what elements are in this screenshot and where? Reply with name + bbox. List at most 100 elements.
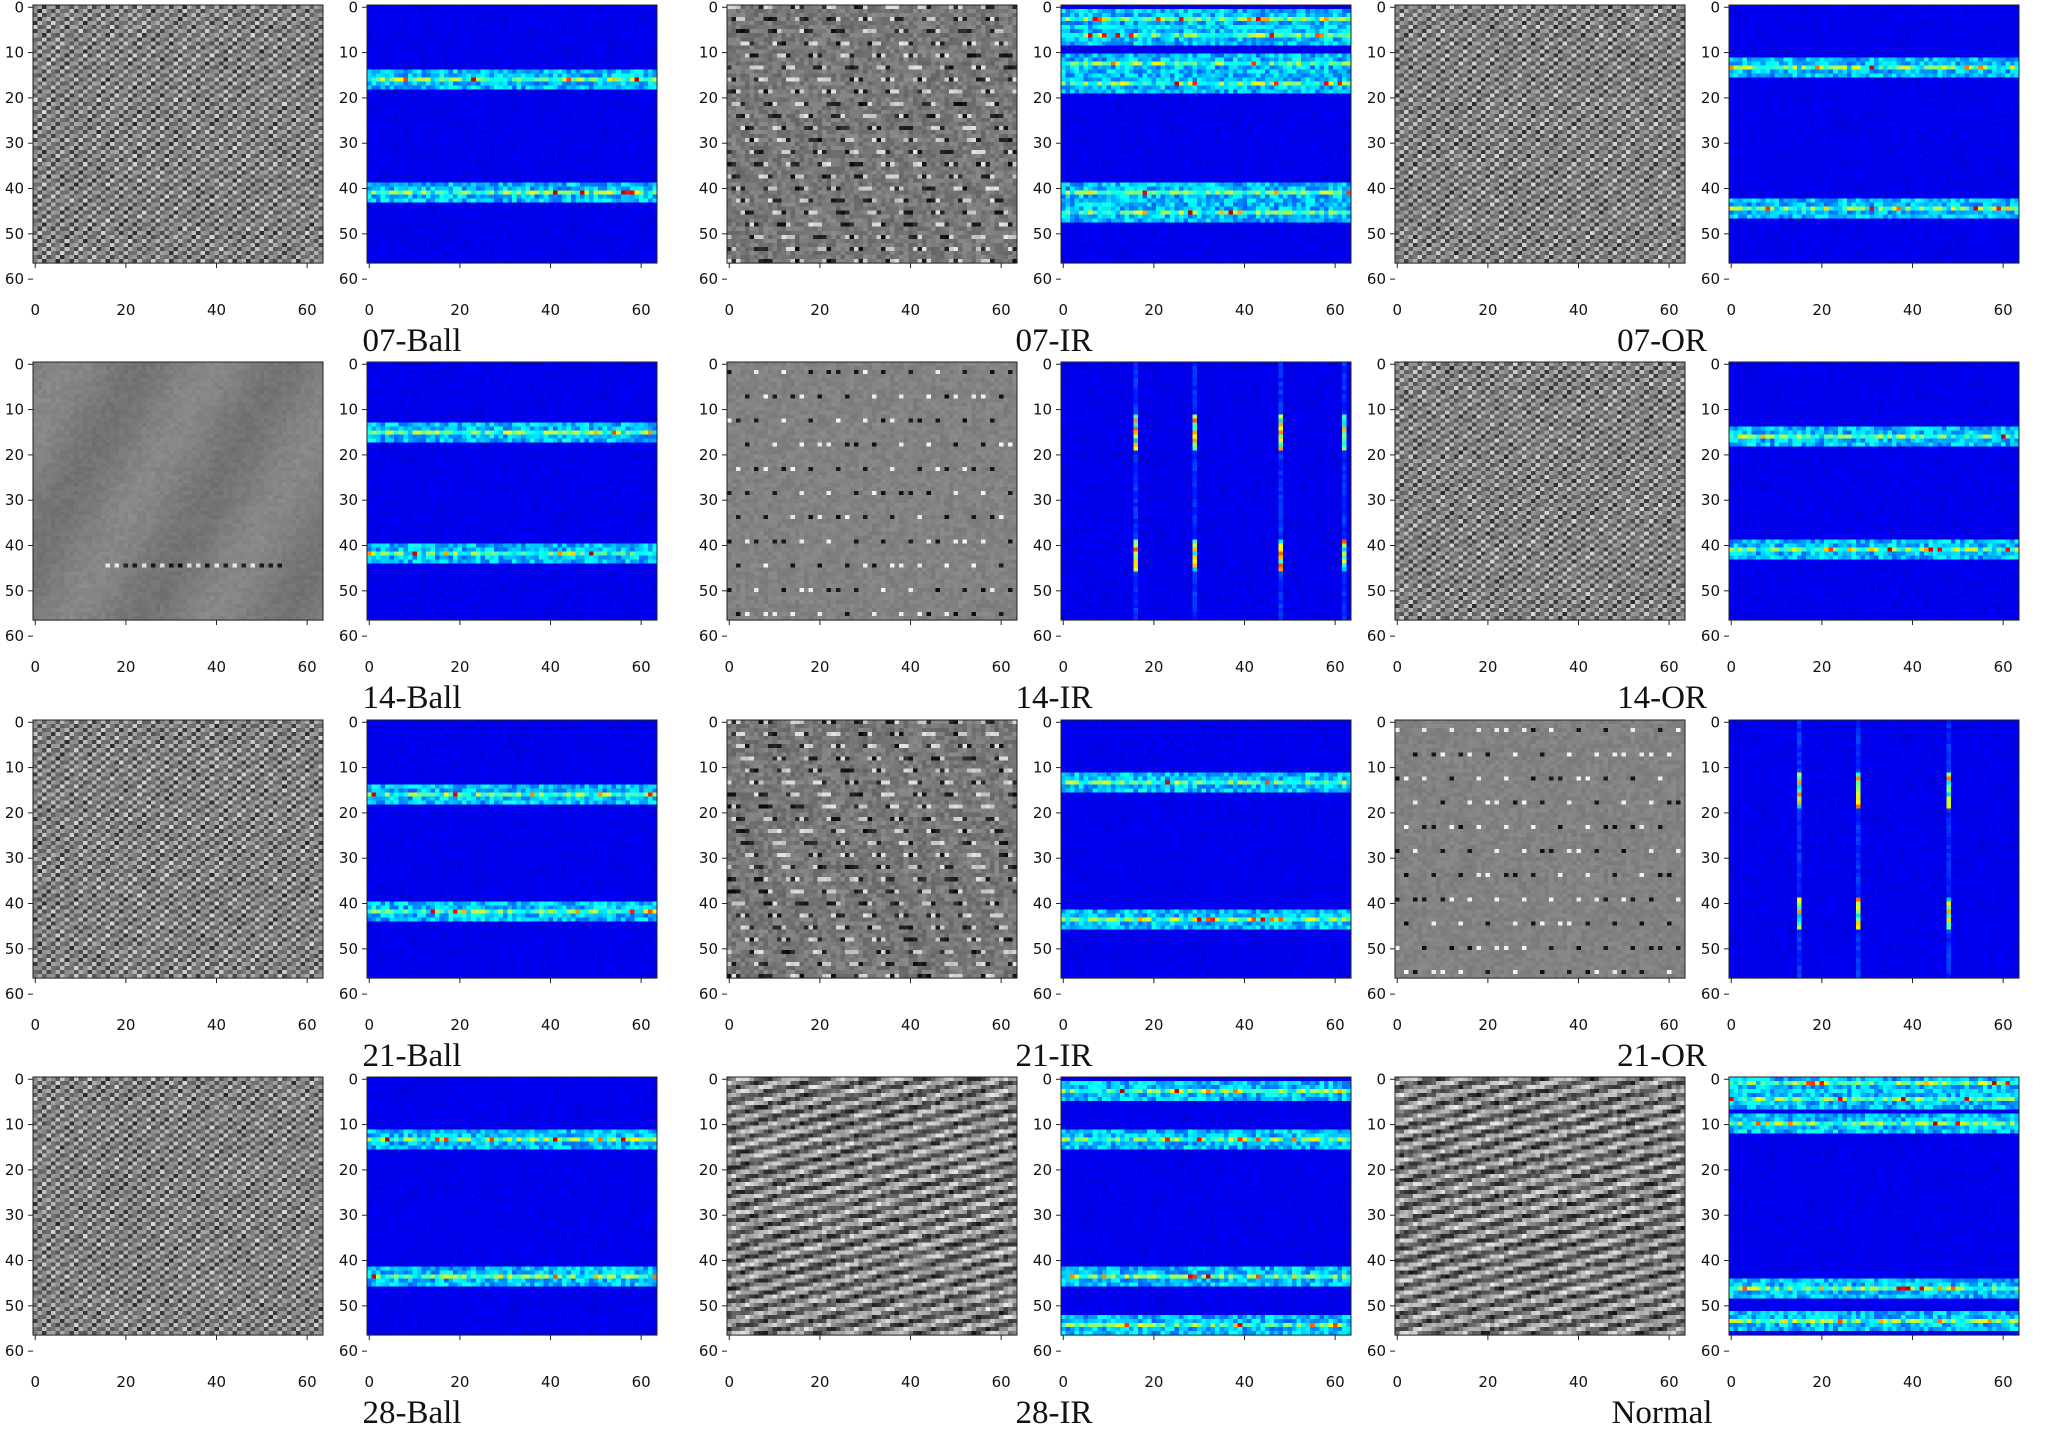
- y-tick-label: 60: [699, 985, 718, 1003]
- y-tick-label: 10: [339, 401, 358, 419]
- y-tick-label: 30: [1033, 491, 1052, 509]
- axes: 0 20 40 60 0 10 20 30 40 50 60: [1367, 0, 1686, 319]
- grayscale-raster: [1395, 5, 1685, 264]
- y-tick-label: 60: [1367, 985, 1386, 1003]
- y-tick-label: 60: [699, 1342, 718, 1360]
- heatmap-image: 0 20 40 60 0 10 20 30 40 50 60: [1701, 0, 2020, 335]
- x-tick-label: 40: [1235, 1373, 1254, 1391]
- y-tick-label: 60: [339, 985, 358, 1003]
- y-tick-label: 10: [339, 759, 358, 777]
- heatmap-raster: [1729, 720, 2019, 979]
- y-tick-label: 0: [348, 0, 358, 16]
- x-tick-label: 40: [1903, 1373, 1922, 1391]
- x-tick-label: 40: [207, 1373, 226, 1391]
- y-tick-label: 40: [5, 1252, 24, 1270]
- grayscale-signal-image: 0 20 40 60 0 10 20 30 40 50 60: [699, 713, 1018, 1050]
- x-tick-label: 60: [992, 1016, 1011, 1034]
- y-tick-label: 30: [5, 1206, 24, 1224]
- axes: 0 20 40 60 0 10 20 30 40 50 60: [5, 713, 324, 1034]
- axes-frame: [1394, 719, 1686, 979]
- y-tick-label: 0: [14, 1070, 24, 1088]
- x-tick-label: 20: [1144, 1016, 1163, 1034]
- axes-frame: [1728, 1076, 2020, 1336]
- x-tick-label: 40: [1235, 658, 1254, 676]
- grayscale-signal-image: 0 20 40 60 0 10 20 30 40 50 60: [699, 0, 1018, 335]
- y-tick-label: 0: [348, 1070, 358, 1088]
- y-tick-label: 30: [5, 849, 24, 867]
- x-tick-label: 60: [298, 1016, 317, 1034]
- y-tick-label: 10: [1701, 1116, 1720, 1134]
- heatmap-raster: [367, 5, 657, 264]
- x-tick-label: 40: [541, 1016, 560, 1034]
- y-tick-label: 50: [699, 940, 718, 958]
- y-tick-label: 20: [5, 1161, 24, 1179]
- x-tick-label: 0: [1392, 1373, 1402, 1391]
- x-tick-label: 0: [30, 1373, 40, 1391]
- y-tick-label: 10: [1701, 44, 1720, 62]
- sample-caption: 14-IR: [1015, 680, 1093, 716]
- x-tick-label: 20: [1144, 301, 1163, 319]
- y-tick-label: 40: [1367, 180, 1386, 198]
- y-tick-label: 60: [1367, 270, 1386, 288]
- y-tick-label: 60: [339, 627, 358, 645]
- y-tick-label: 50: [5, 940, 24, 958]
- x-tick-label: 0: [1058, 1016, 1068, 1034]
- y-tick-label: 40: [339, 895, 358, 913]
- y-tick-label: 60: [1701, 627, 1720, 645]
- y-tick-label: 60: [5, 627, 24, 645]
- y-tick-label: 40: [1367, 537, 1386, 555]
- grayscale-raster: [1395, 1077, 1685, 1336]
- y-tick-label: 30: [1367, 134, 1386, 152]
- axes: 0 20 40 60 0 10 20 30 40 50 60: [699, 713, 1018, 1034]
- x-tick-label: 0: [30, 301, 40, 319]
- x-tick-label: 60: [992, 301, 1011, 319]
- x-tick-label: 40: [901, 658, 920, 676]
- grayscale-signal-image: 0 20 40 60 0 10 20 30 40 50 60: [699, 1070, 1018, 1407]
- axes: 0 20 40 60 0 10 20 30 40 50 60: [699, 355, 1018, 676]
- axes-frame: [726, 4, 1018, 264]
- y-tick-label: 20: [699, 89, 718, 107]
- x-tick-label: 60: [1994, 301, 2013, 319]
- x-tick-label: 40: [1569, 301, 1588, 319]
- axes-frame: [366, 4, 658, 264]
- y-tick-label: 10: [5, 401, 24, 419]
- y-tick-label: 0: [14, 713, 24, 731]
- x-tick-label: 60: [298, 658, 317, 676]
- grayscale-signal-image: 0 20 40 60 0 10 20 30 40 50 60: [1367, 0, 1686, 335]
- heatmap-image: 0 20 40 60 0 10 20 30 40 50 60: [1033, 355, 1352, 692]
- y-tick-label: 60: [1033, 985, 1052, 1003]
- y-tick-label: 10: [699, 759, 718, 777]
- y-tick-label: 30: [699, 491, 718, 509]
- heatmap-raster: [1061, 362, 1351, 621]
- x-tick-label: 20: [116, 658, 135, 676]
- y-tick-label: 20: [1367, 446, 1386, 464]
- x-tick-label: 20: [810, 301, 829, 319]
- x-tick-label: 60: [632, 301, 651, 319]
- axes: 0 20 40 60 0 10 20 30 40 50 60: [339, 355, 658, 676]
- grayscale-raster: [33, 1077, 323, 1336]
- y-tick-label: 0: [1710, 355, 1720, 373]
- x-tick-label: 0: [1392, 301, 1402, 319]
- y-tick-label: 30: [1701, 134, 1720, 152]
- axes: 0 20 40 60 0 10 20 30 40 50 60: [1033, 1070, 1352, 1391]
- axes-frame: [32, 719, 324, 979]
- axes: 0 20 40 60 0 10 20 30 40 50 60: [1367, 1070, 1686, 1391]
- y-tick-label: 20: [1367, 1161, 1386, 1179]
- y-tick-label: 30: [1367, 491, 1386, 509]
- axes-frame: [1728, 719, 2020, 979]
- y-tick-label: 40: [1033, 895, 1052, 913]
- axes: 0 20 40 60 0 10 20 30 40 50 60: [1701, 1070, 2020, 1391]
- y-tick-label: 10: [1033, 401, 1052, 419]
- y-tick-label: 60: [1033, 270, 1052, 288]
- x-tick-label: 40: [541, 301, 560, 319]
- y-tick-label: 20: [1701, 89, 1720, 107]
- y-tick-label: 10: [699, 1116, 718, 1134]
- y-tick-label: 10: [1033, 44, 1052, 62]
- y-tick-label: 50: [1367, 225, 1386, 243]
- sample-caption: 28-Ball: [362, 1395, 462, 1431]
- x-tick-label: 0: [364, 1016, 374, 1034]
- y-tick-label: 50: [699, 225, 718, 243]
- y-tick-label: 30: [5, 134, 24, 152]
- y-tick-label: 10: [1033, 1116, 1052, 1134]
- y-tick-label: 40: [1033, 180, 1052, 198]
